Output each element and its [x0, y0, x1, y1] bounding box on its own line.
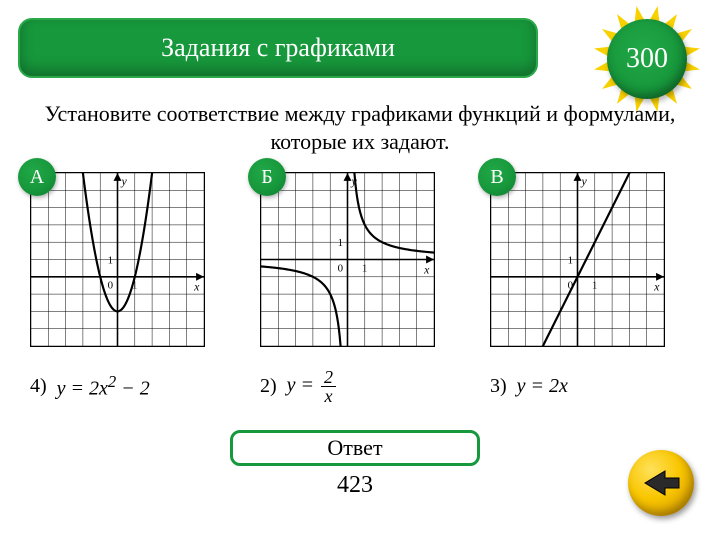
svg-text:1: 1 [338, 237, 343, 249]
points-badge: 300 [592, 4, 702, 114]
answer-button[interactable]: Ответ [230, 430, 480, 466]
formula-2-expr: y = 2x [287, 368, 336, 405]
graph-letter-a: А [18, 158, 56, 196]
formula-3: 3) y = 2x [490, 368, 690, 405]
header-title: Задания с графиками [161, 33, 395, 63]
svg-text:x: x [423, 262, 430, 276]
header-bar: Задания с графиками [18, 18, 538, 78]
points-value: 300 [626, 43, 668, 75]
graph-letter-b: Б [248, 158, 286, 196]
back-button[interactable] [628, 450, 694, 516]
svg-text:x: x [653, 280, 660, 294]
svg-text:1: 1 [362, 262, 367, 274]
svg-text:y: y [580, 174, 587, 188]
graph-c: В yx011 [490, 172, 690, 352]
svg-text:y: y [120, 174, 127, 188]
formula-1-number: 4) [30, 375, 47, 398]
graph-c-svg: yx011 [490, 172, 665, 347]
answer-button-label: Ответ [327, 435, 382, 461]
graph-b: Б yx011 [260, 172, 460, 352]
question-text: Установите соответствие между графиками … [40, 100, 680, 155]
formula-3-number: 3) [490, 375, 507, 398]
svg-text:0: 0 [108, 280, 114, 292]
back-arrow-icon [639, 461, 683, 505]
svg-text:x: x [193, 280, 200, 294]
graph-a: А yx011 [30, 172, 230, 352]
points-circle: 300 [607, 19, 687, 99]
svg-text:1: 1 [568, 254, 573, 266]
graph-letter-c: В [478, 158, 516, 196]
formula-1: 4) y = 2x2 − 2 [30, 368, 230, 405]
formula-3-expr: y = 2x [517, 375, 568, 398]
graph-b-svg: yx011 [260, 172, 435, 347]
svg-text:1: 1 [592, 280, 597, 292]
graphs-row: А yx011 Б yx011 В yx011 [30, 172, 690, 352]
formula-2: 2) y = 2x [260, 368, 460, 405]
formulas-row: 4) y = 2x2 − 2 2) y = 2x 3) y = 2x [30, 368, 690, 405]
formula-1-expr: y = 2x2 − 2 [57, 372, 150, 401]
graph-a-svg: yx011 [30, 172, 205, 347]
formula-2-number: 2) [260, 375, 277, 398]
svg-text:0: 0 [338, 262, 344, 274]
answer-value: 423 [230, 472, 480, 499]
svg-text:1: 1 [108, 254, 113, 266]
